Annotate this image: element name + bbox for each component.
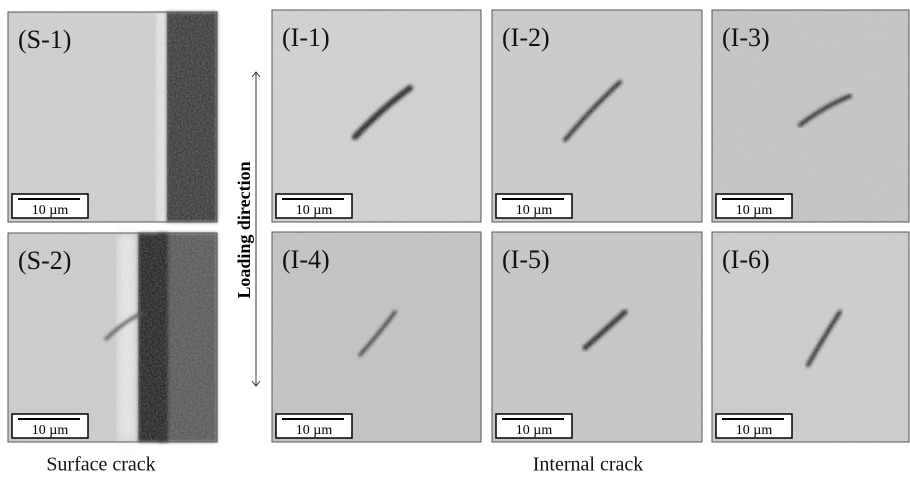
panel-border — [271, 9, 482, 223]
panel-label: (I-1) — [282, 23, 330, 52]
panel-border — [491, 231, 703, 443]
panel-border — [7, 232, 218, 443]
micrograph-panel: (I-1) 10 µm — [271, 9, 482, 223]
noise-texture — [8, 12, 217, 222]
panel-border — [271, 231, 482, 443]
micrograph-panel: (S-1) 10 µm — [7, 11, 218, 223]
panel-label: (I-3) — [722, 23, 770, 52]
panel-border — [711, 9, 910, 223]
panel-label: (I-4) — [282, 245, 330, 274]
scale-bar-label: 10 µm — [516, 423, 553, 438]
noise-texture — [712, 232, 909, 442]
micrograph-panel: (I-4) 10 µm — [271, 231, 482, 443]
noise-texture — [272, 10, 481, 222]
panel-label: (I-6) — [722, 245, 770, 274]
noise-texture — [492, 10, 702, 222]
scale-bar-label: 10 µm — [296, 423, 333, 438]
scale-bar-label: 10 µm — [736, 203, 773, 218]
panel-border — [711, 231, 910, 443]
panel-label: (I-2) — [502, 23, 550, 52]
scale-bar-label: 10 µm — [32, 203, 69, 218]
noise-texture — [272, 232, 481, 442]
caption: Internal crack — [533, 454, 643, 476]
micrograph-panel: (S-2) 10 µm — [7, 232, 218, 443]
micrograph-panel: (I-3) 10 µm — [711, 9, 910, 223]
panel-label: (S-1) — [18, 25, 71, 54]
panel-label: (S-2) — [18, 246, 71, 275]
scale-bar-label: 10 µm — [736, 423, 773, 438]
scale-bar-label: 10 µm — [32, 423, 69, 438]
scale-bar-label: 10 µm — [296, 203, 333, 218]
panel-label: (I-5) — [502, 245, 550, 274]
noise-texture — [492, 232, 702, 442]
panel-border — [491, 9, 703, 223]
micrograph-panel: (I-5) 10 µm — [491, 231, 703, 443]
micrograph-panel: (I-2) 10 µm — [491, 9, 703, 223]
micrograph-panel: (I-6) 10 µm — [711, 231, 910, 443]
caption: Surface crack — [46, 454, 155, 476]
noise-texture — [8, 233, 217, 442]
panel-border — [7, 11, 218, 223]
scale-bar-label: 10 µm — [516, 203, 553, 218]
loading-direction: Loading direction — [234, 161, 254, 298]
noise-texture — [712, 10, 909, 222]
